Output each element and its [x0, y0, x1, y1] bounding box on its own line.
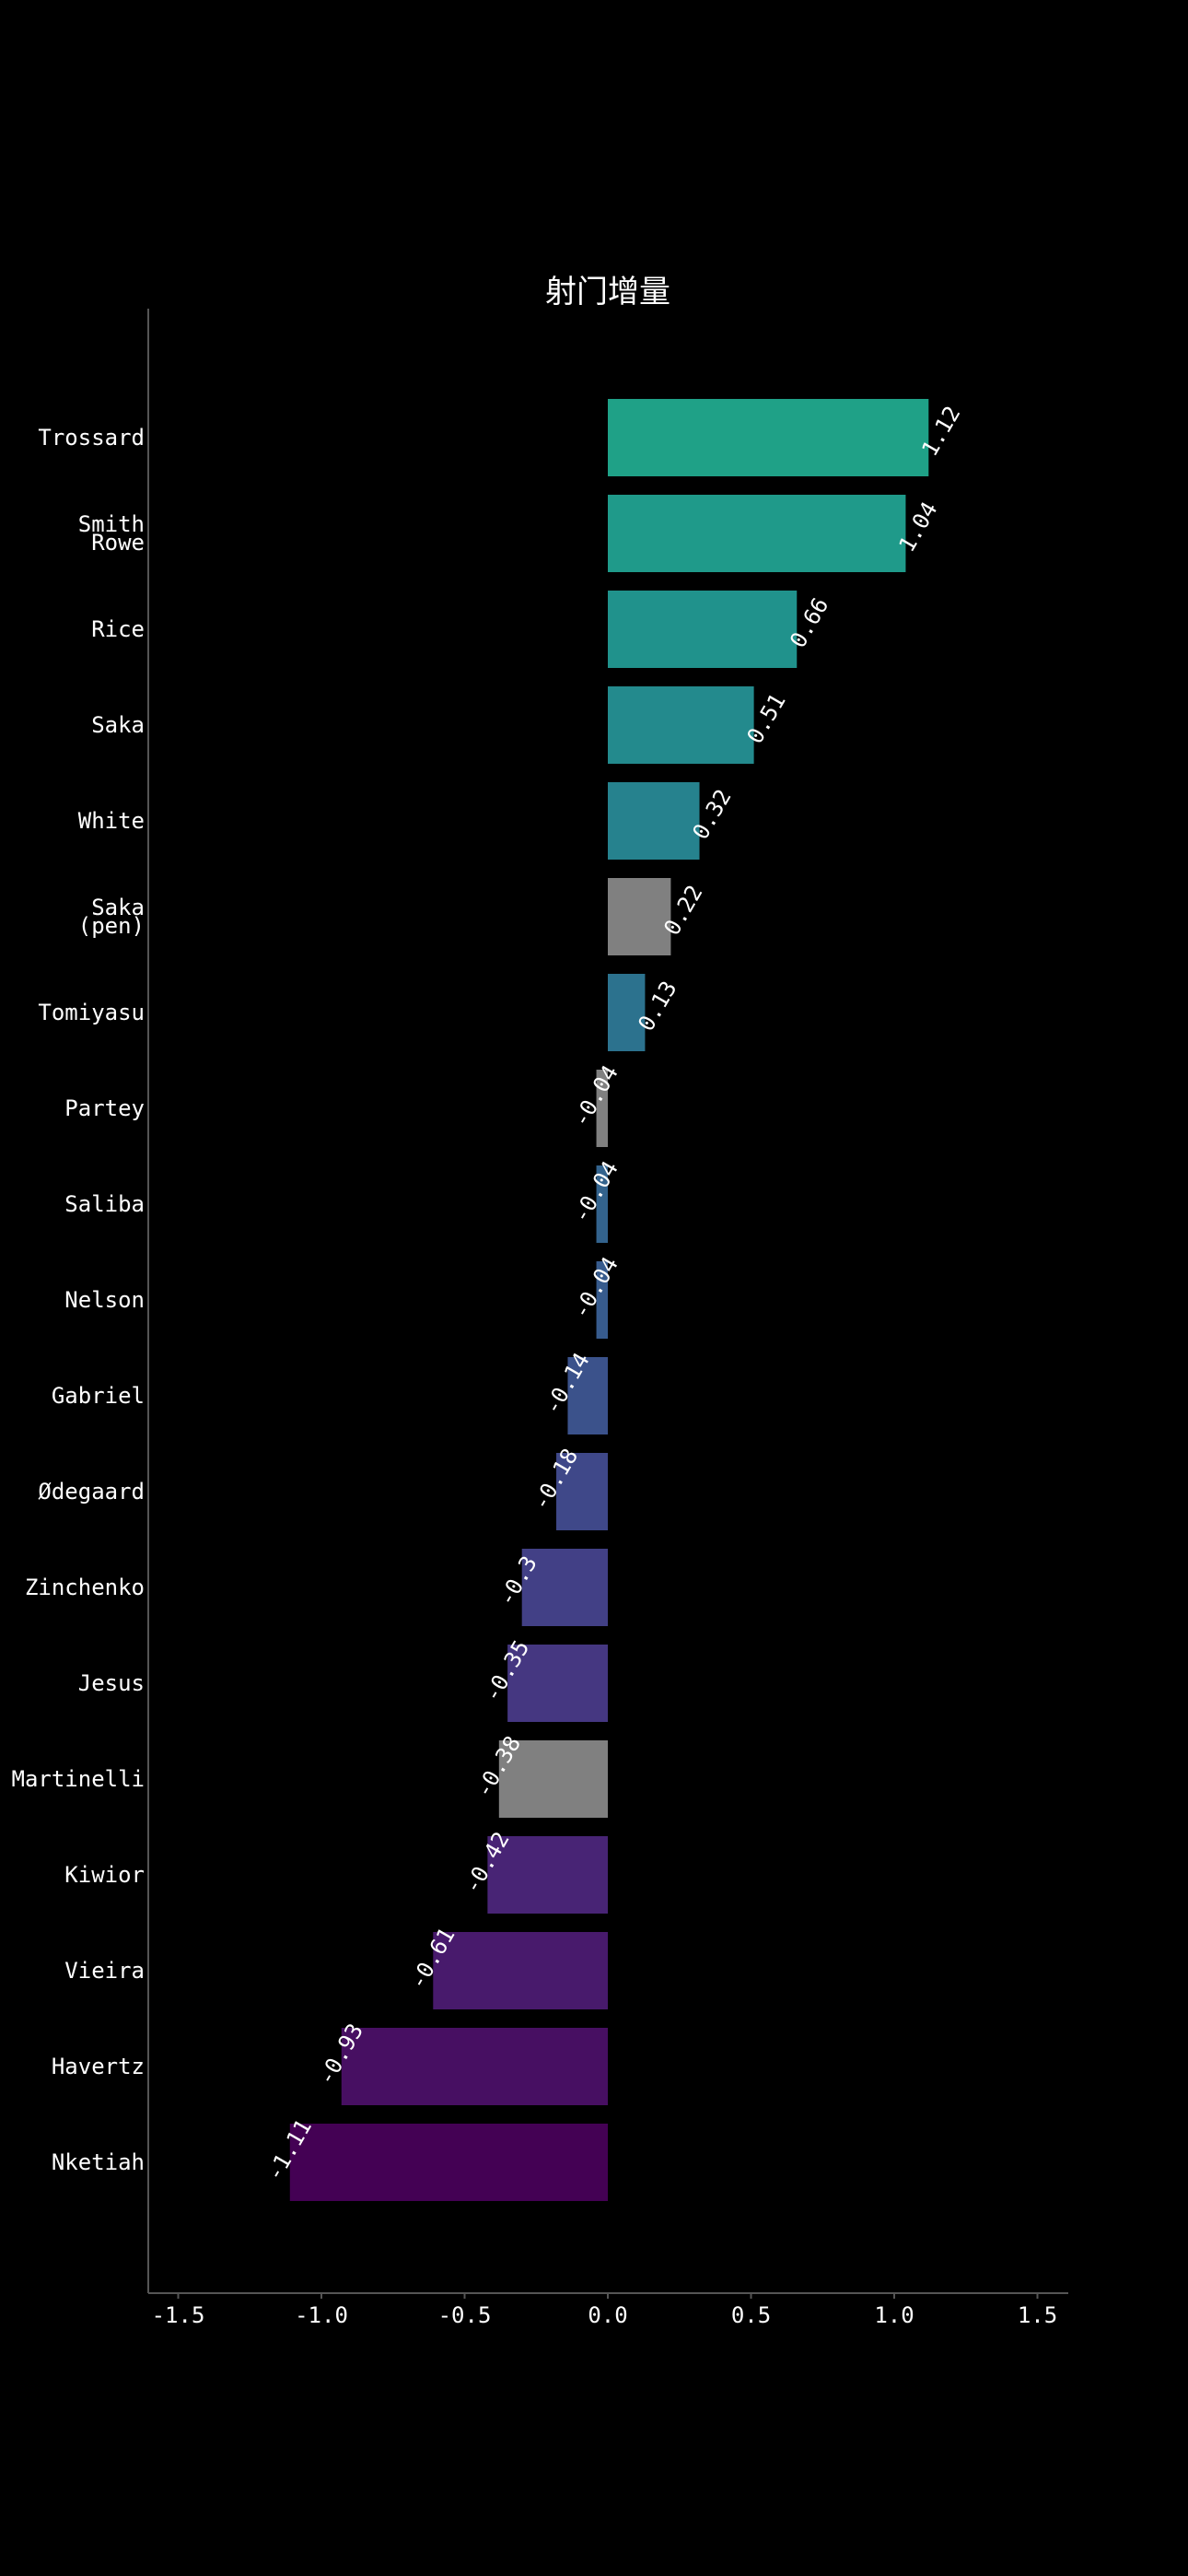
category-label: Havertz [52, 2054, 145, 2079]
category-label: Smith [78, 511, 145, 537]
x-axis-ticks: -1.5 -1.0 -0.5 0.0 0.5 1.0 1.5 [152, 2293, 1057, 2328]
category-label: Nelson [64, 1287, 145, 1313]
category-label: Partey [64, 1095, 145, 1121]
category-label: Gabriel [52, 1383, 145, 1409]
x-tick-label: 0.0 [588, 2302, 627, 2328]
bar [521, 1549, 608, 1626]
x-tick-label: -1.0 [295, 2302, 348, 2328]
x-tick-label: 1.5 [1018, 2302, 1057, 2328]
category-label: Saliba [64, 1191, 145, 1217]
category-label: Saka [91, 712, 145, 738]
category-label: Rowe [91, 530, 145, 556]
bar [433, 1932, 608, 2009]
bars-layer [289, 399, 929, 2201]
bar [608, 974, 646, 1051]
bar [289, 2124, 608, 2201]
bar [556, 1453, 608, 1530]
bar [498, 1740, 608, 1818]
x-tick-label: -1.5 [152, 2302, 205, 2328]
category-label: Vieira [64, 1958, 145, 1984]
category-label: Ødegaard [38, 1479, 145, 1505]
category-label: (pen) [78, 913, 145, 939]
bar [608, 591, 798, 668]
category-label: Trossard [38, 425, 145, 451]
bar [341, 2028, 608, 2105]
category-labels: TrossardSmithRoweRiceSakaWhiteSaka(pen)T… [12, 425, 146, 2175]
category-label: Saka [91, 895, 145, 920]
category-label: Nketiah [52, 2149, 145, 2175]
category-label: Martinelli [12, 1766, 146, 1792]
x-tick-label: 1.0 [874, 2302, 914, 2328]
bar [608, 399, 929, 476]
bar [567, 1357, 608, 1434]
category-label: Rice [91, 616, 145, 642]
bar [608, 495, 906, 572]
bar [608, 782, 700, 860]
category-label: Kiwior [64, 1862, 145, 1888]
bar [608, 878, 671, 955]
bar [507, 1645, 608, 1722]
bar [596, 1070, 608, 1147]
bar [596, 1261, 608, 1339]
x-tick-label: 0.5 [731, 2302, 771, 2328]
bar [608, 686, 754, 764]
category-label: White [78, 808, 145, 834]
bar [487, 1836, 608, 1914]
category-label: Zinchenko [25, 1575, 145, 1600]
category-label: Tomiyasu [38, 1000, 145, 1025]
bar [596, 1165, 608, 1243]
x-tick-label: -0.5 [438, 2302, 492, 2328]
chart-title: 射门增量 [545, 274, 670, 310]
category-label: Jesus [78, 1670, 145, 1696]
